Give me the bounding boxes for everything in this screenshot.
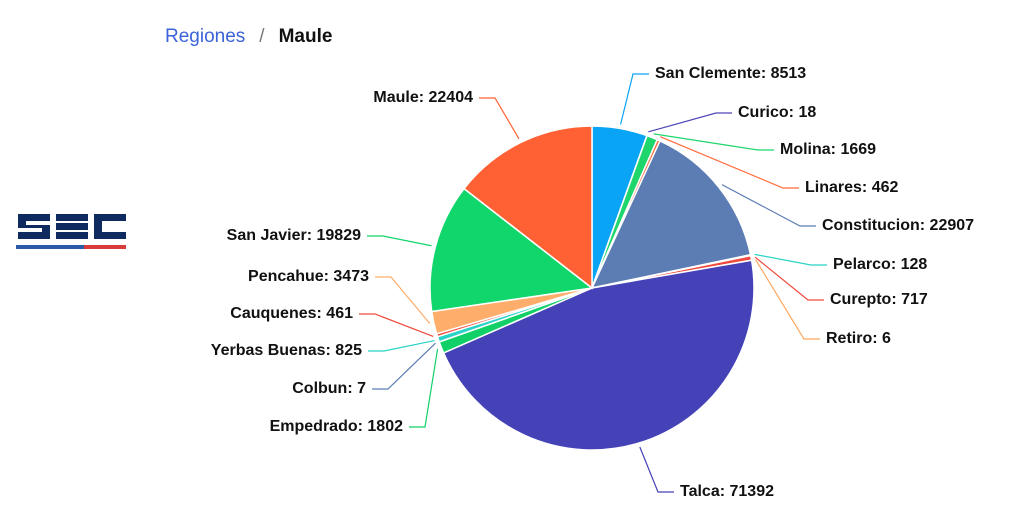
data-label-san-javier: San Javier: 19829 [227,227,361,244]
leader-line-cauquenes [359,313,434,337]
leader-line-linares [660,136,799,189]
leader-line-yerbas-buenas [368,339,435,352]
leader-line-curico [648,112,732,133]
leader-line-pencahue [375,276,431,324]
leader-line-constitucion [721,184,816,227]
data-label-molina: Molina: 1669 [780,141,876,158]
pie-slice-san-javier[interactable] [429,187,594,313]
data-label-cauquenes: Cauquenes: 461 [230,305,353,322]
data-label-constitucion: Constitucion: 22907 [822,217,974,234]
breadcrumb-link-regiones[interactable]: Regiones [165,26,246,47]
sec-logo-icon [16,214,126,249]
data-label-linares: Linares: 462 [805,179,898,196]
data-label-curepto: Curepto: 717 [830,291,928,308]
data-label-retiro: Retiro: 6 [826,330,891,347]
data-label-yerbas-buenas: Yerbas Buenas: 825 [211,342,362,359]
leader-line-pelarco [754,253,827,266]
leader-line-talca [639,446,674,493]
pie-slice-maule[interactable] [463,125,593,290]
data-label-talca: Talca: 71392 [680,483,774,500]
leader-line-san-javier [367,235,432,247]
leader-line-maule [479,97,520,140]
leader-line-molina [653,133,774,151]
data-label-colbun: Colbun: 7 [292,380,366,397]
breadcrumb-current: Maule [278,26,333,47]
data-label-empedrado: Empedrado: 1802 [270,418,403,435]
leader-line-colbun [372,342,436,390]
leader-line-curepto [754,256,824,301]
data-label-san-clemente: San Clemente: 8513 [655,65,806,82]
pie-slice-constitucion[interactable] [590,139,752,290]
breadcrumb-separator: / [259,26,265,47]
leader-line-san-clemente [619,73,649,125]
pie-slice-talca[interactable] [442,259,755,451]
sec-logo [16,206,128,269]
breadcrumb: Regiones / Maule [165,26,332,48]
data-label-curico: Curico: 18 [738,104,816,121]
leader-line-empedrado [409,348,439,428]
data-label-pelarco: Pelarco: 128 [833,256,927,273]
data-label-pencahue: Pencahue: 3473 [248,268,369,285]
leader-line-retiro [755,259,820,340]
data-label-maule: Maule: 22404 [373,89,473,106]
